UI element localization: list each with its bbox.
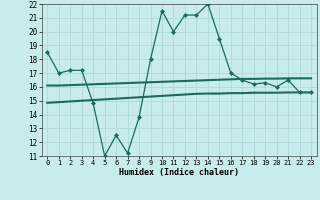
X-axis label: Humidex (Indice chaleur): Humidex (Indice chaleur) <box>119 168 239 177</box>
